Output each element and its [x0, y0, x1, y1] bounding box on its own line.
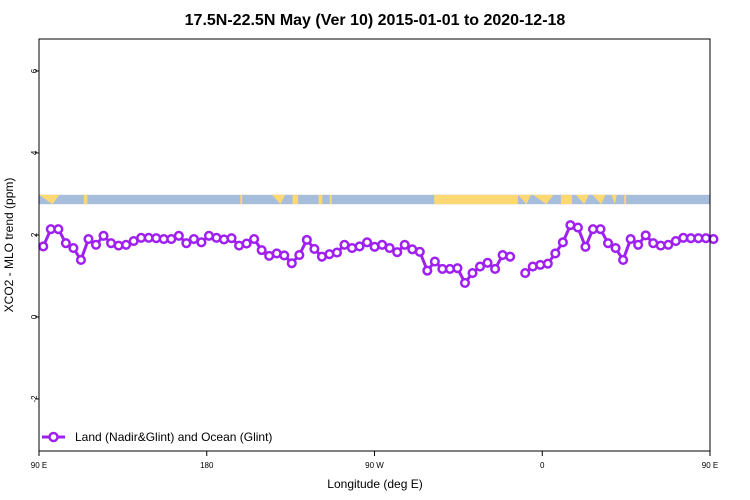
- data-point: [505, 251, 516, 262]
- ocean-band: [39, 194, 710, 205]
- data-point: [226, 233, 237, 244]
- data-point: [60, 238, 71, 249]
- x-tick-label: 90 E: [702, 461, 718, 470]
- y-axis-label: XCO2 - MLO trend (ppm): [2, 178, 16, 313]
- data-point: [625, 234, 636, 245]
- land-ocean-strip: [39, 194, 710, 205]
- data-point: [602, 238, 614, 249]
- land-segment: [83, 194, 88, 205]
- data-point: [429, 256, 440, 267]
- data-point: [173, 230, 184, 241]
- data-point: [422, 265, 433, 276]
- data-point: [663, 239, 674, 250]
- data-point: [331, 247, 343, 258]
- legend-label: Land (Nadir&Glint) and Ocean (Glint): [75, 430, 272, 444]
- x-tick-label: 180: [200, 461, 214, 470]
- data-point: [557, 237, 568, 248]
- x-tick-label: 90 W: [365, 461, 384, 470]
- data-point: [610, 243, 621, 254]
- land-segment: [624, 194, 627, 205]
- data-point: [542, 258, 553, 269]
- data-point: [90, 239, 102, 250]
- data-point: [520, 268, 531, 279]
- y-tick-label: -2: [30, 395, 39, 403]
- land-segment: [592, 194, 606, 205]
- data-point: [294, 249, 305, 261]
- data-point: [452, 263, 463, 274]
- data-point: [38, 241, 49, 252]
- land-segment: [611, 194, 617, 205]
- data-point: [279, 250, 290, 261]
- y-axis: -2 0 2 4 6: [30, 68, 39, 402]
- data-point: [414, 246, 425, 257]
- data-point: [595, 224, 606, 235]
- y-tick-label: 2: [30, 232, 39, 237]
- y-tick-label: 6: [30, 68, 39, 73]
- y-tick-label: 4: [30, 150, 39, 155]
- chart-title: 17.5N-22.5N May (Ver 10) 2015-01-01 to 2…: [185, 12, 566, 29]
- land-segment: [39, 194, 60, 205]
- data-point: [249, 234, 260, 245]
- land-segment: [292, 194, 299, 205]
- data-point: [580, 241, 591, 252]
- legend: Land (Nadir&Glint) and Ocean (Glint): [42, 430, 272, 444]
- data-point: [286, 258, 297, 269]
- data-point: [392, 247, 403, 258]
- data-point: [384, 243, 395, 254]
- data-point: [83, 234, 94, 245]
- data-point: [633, 239, 644, 250]
- land-segment: [532, 194, 554, 205]
- data-point: [309, 243, 320, 254]
- data-point: [459, 277, 471, 288]
- data-point: [399, 239, 410, 250]
- data-point: [362, 237, 373, 248]
- land-segment: [240, 194, 243, 205]
- land-segment: [329, 194, 332, 205]
- series-land-ocean: [38, 220, 719, 288]
- land-segment: [560, 194, 573, 205]
- data-point: [572, 222, 583, 233]
- land-segment: [575, 194, 589, 205]
- land-segment: [271, 194, 286, 205]
- data-point: [708, 234, 719, 245]
- data-point: [121, 239, 132, 250]
- x-axis: 90 E 180 90 W 0 90 E: [31, 451, 718, 470]
- data-point: [98, 230, 109, 241]
- data-point: [181, 238, 192, 249]
- data-point: [467, 268, 478, 279]
- data-point: [241, 238, 252, 249]
- y-tick-label: 0: [30, 314, 39, 319]
- data-point: [354, 241, 365, 252]
- data-point: [301, 234, 312, 245]
- data-point: [256, 245, 267, 256]
- data-point: [618, 254, 629, 266]
- data-point: [75, 254, 86, 266]
- x-tick-label: 0: [540, 461, 545, 470]
- data-point: [53, 224, 64, 235]
- data-point: [196, 237, 207, 248]
- x-axis-label: Longitude (deg E): [327, 477, 422, 491]
- data-point: [474, 261, 486, 272]
- data-point: [490, 263, 501, 275]
- data-point: [640, 230, 651, 241]
- land-segment: [434, 194, 519, 205]
- legend-marker: [48, 431, 59, 443]
- land-segment: [318, 194, 323, 205]
- data-point: [482, 257, 493, 268]
- data-point: [68, 243, 79, 254]
- data-point: [550, 248, 561, 259]
- land-segment: [518, 194, 532, 205]
- x-tick-label: 90 E: [31, 461, 47, 470]
